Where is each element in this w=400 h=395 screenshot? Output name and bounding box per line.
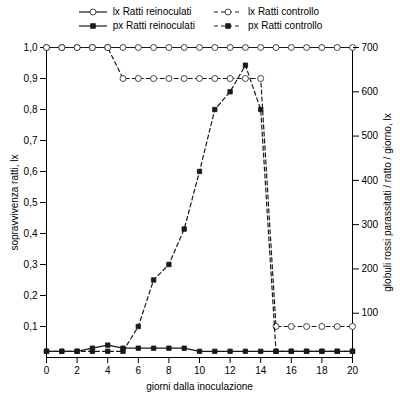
svg-text:globuli rossi parassitati / ra: globuli rossi parassitati / ratto / gior… <box>382 113 393 291</box>
svg-text:100: 100 <box>362 307 379 318</box>
svg-text:2: 2 <box>74 365 80 376</box>
svg-text:0,2: 0,2 <box>24 290 38 301</box>
svg-text:14: 14 <box>255 365 267 376</box>
svg-text:0,9: 0,9 <box>24 73 38 84</box>
svg-text:0: 0 <box>44 365 50 376</box>
svg-text:8: 8 <box>166 365 172 376</box>
svg-text:600: 600 <box>362 86 379 97</box>
svg-text:16: 16 <box>286 365 298 376</box>
svg-text:700: 700 <box>362 42 379 53</box>
svg-text:4: 4 <box>105 365 111 376</box>
svg-text:500: 500 <box>362 130 379 141</box>
svg-text:0,6: 0,6 <box>24 166 38 177</box>
svg-text:6: 6 <box>136 365 142 376</box>
svg-text:400: 400 <box>362 175 379 186</box>
svg-text:0,4: 0,4 <box>24 228 38 239</box>
html-text:lx Ratti reinoculati: lx Ratti reinoculati <box>112 6 192 17</box>
svg-text:10: 10 <box>194 365 206 376</box>
svg-text:sopravvivenza ratti, lx: sopravvivenza ratti, lx <box>9 154 20 250</box>
svg-text:0,8: 0,8 <box>24 104 38 115</box>
svg-text:0,7: 0,7 <box>24 135 38 146</box>
svg-text:12: 12 <box>225 365 237 376</box>
html-text:px Ratti controllo: px Ratti controllo <box>247 20 323 31</box>
html-text:px Ratti reinoculati: px Ratti reinoculati <box>112 20 195 31</box>
svg-text:giorni dalla inoculazione: giorni dalla inoculazione <box>146 381 253 392</box>
svg-text:18: 18 <box>316 365 328 376</box>
svg-text:1,0: 1,0 <box>24 42 38 53</box>
svg-text:300: 300 <box>362 219 379 230</box>
svg-text:0,5: 0,5 <box>24 197 38 208</box>
svg-text:0,3: 0,3 <box>24 259 38 270</box>
svg-text:0,1: 0,1 <box>24 321 38 332</box>
html-text:lx Ratti controllo: lx Ratti controllo <box>247 6 319 17</box>
svg-text:20: 20 <box>347 365 359 376</box>
svg-text:200: 200 <box>362 263 379 274</box>
